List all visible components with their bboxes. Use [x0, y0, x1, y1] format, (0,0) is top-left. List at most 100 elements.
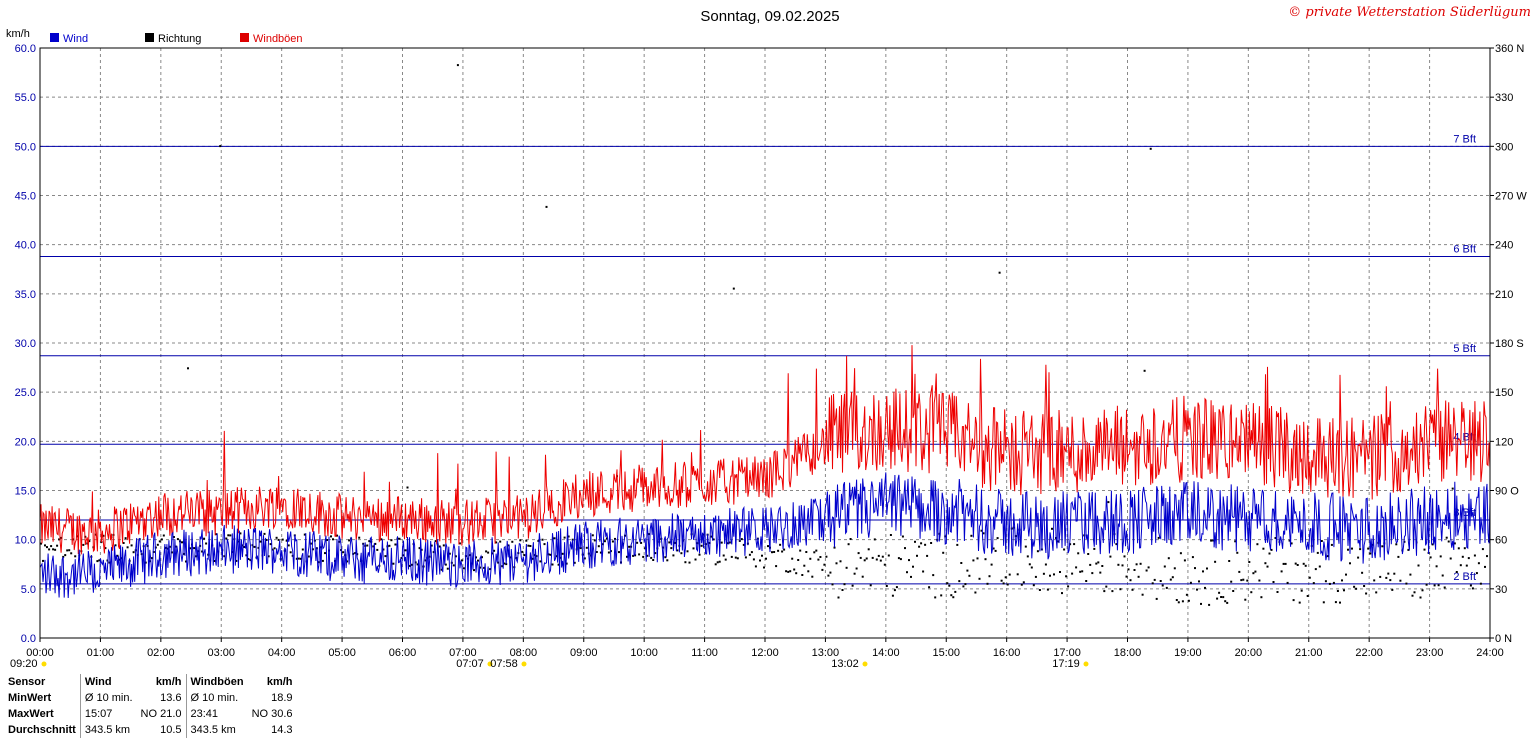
- direction-dot: [1107, 501, 1110, 504]
- legend: Wind Richtung Windböen: [50, 33, 303, 45]
- x-tick-label: 02:00: [147, 647, 175, 659]
- direction-dot: [1312, 582, 1315, 585]
- direction-dot: [1443, 586, 1446, 589]
- direction-dot: [1161, 584, 1164, 587]
- direction-dot: [618, 551, 620, 554]
- direction-dot: [867, 548, 870, 551]
- direction-dot: [837, 596, 840, 599]
- y-tick-label: 50.0: [15, 141, 36, 153]
- direction-dot: [523, 554, 526, 557]
- direction-dot: [1469, 584, 1472, 587]
- direction-dot: [1202, 570, 1204, 573]
- direction-dot: [1016, 573, 1019, 576]
- direction-dot: [1471, 587, 1474, 590]
- direction-dot: [247, 558, 250, 560]
- direction-dot: [227, 534, 230, 537]
- direction-dot: [46, 546, 48, 549]
- direction-dot: [899, 558, 902, 561]
- direction-dot: [332, 538, 334, 541]
- direction-dot: [257, 546, 260, 549]
- direction-dot: [626, 555, 628, 558]
- direction-dot: [1004, 576, 1007, 579]
- x-tick-label: 23:00: [1416, 647, 1444, 659]
- direction-dot: [299, 557, 302, 560]
- direction-dot: [1212, 539, 1215, 542]
- direction-dot: [388, 544, 391, 547]
- direction-dot: [390, 539, 393, 542]
- direction-dot: [1024, 545, 1027, 548]
- direction-dot: [759, 559, 761, 562]
- y-tick-label: 20.0: [15, 436, 36, 448]
- direction-dot: [785, 570, 788, 573]
- direction-dot: [281, 538, 284, 541]
- direction-dot: [1189, 581, 1192, 584]
- direction-dot: [1314, 568, 1317, 571]
- direction-dot: [176, 538, 179, 541]
- direction-dot: [839, 560, 842, 563]
- direction-dot: [487, 551, 490, 554]
- direction-dot: [410, 563, 413, 566]
- direction-dot: [698, 553, 701, 556]
- direction-dot: [223, 555, 226, 558]
- direction-dot: [1117, 563, 1120, 566]
- sun-marker-label: 17:19: [1052, 658, 1080, 670]
- direction-dot: [1467, 557, 1470, 560]
- direction-dot: [891, 594, 894, 597]
- direction-dot: [1345, 573, 1347, 576]
- direction-dot: [827, 574, 830, 577]
- direction-dot: [849, 538, 852, 540]
- stats-cell: 18.9: [271, 692, 293, 704]
- direction-dot: [172, 536, 175, 538]
- y2-tick-label: 0 N: [1495, 633, 1512, 645]
- stats-header-gust: Windböen: [185, 674, 248, 690]
- legend-swatch: [240, 33, 249, 42]
- direction-dot: [670, 547, 673, 550]
- direction-dot: [414, 561, 417, 564]
- direction-dot: [187, 367, 189, 370]
- direction-dot: [646, 554, 649, 557]
- direction-dot: [1125, 575, 1128, 578]
- direction-dot: [720, 541, 723, 544]
- direction-dot: [1429, 556, 1432, 559]
- direction-dot: [871, 556, 874, 559]
- direction-dot: [833, 546, 836, 549]
- direction-dot: [491, 552, 494, 555]
- direction-dot: [66, 549, 69, 552]
- direction-dot: [730, 555, 733, 558]
- direction-dot: [887, 554, 890, 557]
- direction-dot: [1121, 564, 1124, 567]
- direction-dot: [205, 542, 208, 545]
- direction-dot: [893, 589, 896, 592]
- direction-dot: [692, 547, 695, 550]
- direction-dot: [245, 554, 248, 557]
- direction-dot: [1208, 603, 1211, 606]
- direction-dot: [1111, 590, 1114, 593]
- direction-dot: [273, 547, 276, 550]
- direction-dot: [56, 544, 59, 547]
- direction-dot: [815, 549, 818, 552]
- direction-dot: [716, 561, 719, 564]
- direction-dot: [1479, 582, 1482, 585]
- direction-dot: [865, 557, 868, 560]
- direction-dot: [1147, 566, 1150, 569]
- direction-dot: [448, 552, 451, 555]
- direction-dot: [1405, 582, 1408, 585]
- direction-dot: [988, 575, 991, 578]
- direction-dot: [889, 534, 892, 536]
- direction-dot: [771, 551, 773, 554]
- direction-dot: [541, 538, 544, 541]
- direction-dot: [1198, 580, 1200, 583]
- direction-dot: [1341, 579, 1343, 582]
- direction-dot: [1218, 591, 1221, 594]
- direction-dot: [501, 565, 504, 568]
- sun-marker-label: 09:20: [10, 658, 38, 670]
- direction-dot: [1282, 562, 1285, 565]
- direction-dot: [156, 543, 159, 546]
- direction-dot: [1135, 563, 1138, 566]
- direction-dot: [152, 551, 155, 553]
- stats-cell: 23:41: [185, 706, 248, 722]
- sun-marker-label: 07:58: [490, 658, 518, 670]
- direction-dot: [1103, 590, 1106, 593]
- y-tick-label: 60.0: [15, 43, 36, 55]
- direction-dot: [527, 544, 530, 547]
